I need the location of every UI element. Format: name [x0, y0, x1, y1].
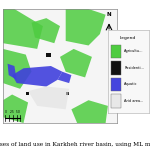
Bar	[111, 94, 121, 108]
Polygon shape	[28, 87, 69, 109]
Polygon shape	[8, 64, 17, 80]
Text: Figure 4- Classes of land use in Karkheh river basin, using ML method in 2014: Figure 4- Classes of land use in Karkheh…	[0, 142, 150, 147]
Text: Residenti...: Residenti...	[124, 66, 144, 70]
Polygon shape	[3, 49, 32, 89]
Bar	[46, 53, 51, 57]
Polygon shape	[66, 9, 106, 45]
Bar	[66, 92, 69, 94]
Text: Legend: Legend	[120, 36, 136, 40]
Text: Aquatic: Aquatic	[124, 82, 138, 86]
Text: Arid area...: Arid area...	[124, 99, 144, 103]
Polygon shape	[58, 72, 71, 83]
Bar	[111, 45, 121, 58]
Polygon shape	[3, 94, 28, 123]
Polygon shape	[12, 66, 62, 87]
Bar	[26, 92, 29, 94]
Text: N: N	[107, 12, 111, 17]
Bar	[111, 61, 121, 75]
Polygon shape	[71, 100, 108, 123]
Polygon shape	[3, 9, 43, 49]
Polygon shape	[60, 49, 92, 77]
Text: 0   25  50: 0 25 50	[5, 110, 20, 114]
Polygon shape	[32, 18, 60, 43]
Bar	[111, 78, 121, 91]
Text: Agricultu...: Agricultu...	[124, 50, 144, 53]
